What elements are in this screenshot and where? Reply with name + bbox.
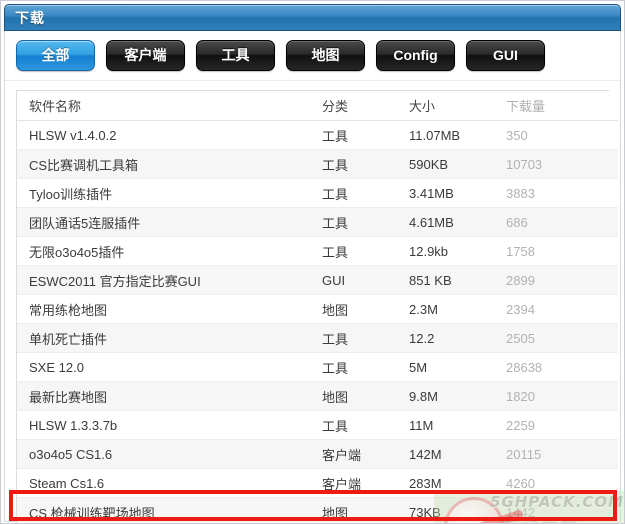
- cell-downloads: 28638: [494, 352, 618, 382]
- cell-size: 3.41MB: [397, 178, 494, 208]
- cell-category: 工具: [310, 352, 397, 382]
- cell-downloads: 4260: [494, 468, 618, 498]
- cell-software-name: o3o4o5 CS1.6: [17, 439, 310, 469]
- cell-downloads: 10703: [494, 149, 618, 179]
- cell-category: 工具: [310, 207, 397, 237]
- table-row[interactable]: 单机死亡插件 工具 12.2 2505: [17, 323, 618, 353]
- cell-category: 地图: [310, 497, 397, 523]
- cell-category: 工具: [310, 149, 397, 179]
- cell-downloads: 686: [494, 207, 618, 237]
- cell-downloads: 2505: [494, 323, 618, 353]
- cell-software-name: Tyloo训练插件: [17, 178, 310, 208]
- cell-software-name: 单机死亡插件: [17, 323, 310, 353]
- cell-category: 工具: [310, 178, 397, 208]
- table-row[interactable]: 常用练枪地图 地图 2.3M 2394: [17, 294, 618, 324]
- cell-size: 73KB: [397, 497, 494, 523]
- cell-software-name: 常用练枪地图: [17, 294, 310, 324]
- table-row[interactable]: ESWC2011 官方指定比赛GUI GUI 851 KB 2899: [17, 265, 618, 295]
- cell-software-name: Steam Cs1.6: [17, 468, 310, 498]
- cell-category: GUI: [310, 265, 397, 295]
- category-filter-bar: 全部 客户端 工具 地图 Config GUI: [5, 31, 620, 81]
- table-row[interactable]: Tyloo训练插件 工具 3.41MB 3883: [17, 178, 618, 208]
- cell-category: 工具: [310, 323, 397, 353]
- cell-downloads: 2394: [494, 294, 618, 324]
- download-table-wrapper: 软件名称 分类 大小 下载量 HLSW v1.4.0.2 工具 11.07MB 350…: [16, 90, 618, 523]
- column-header-category[interactable]: 分类: [310, 91, 397, 121]
- cell-software-name: HLSW v1.4.0.2: [17, 120, 310, 150]
- column-header-name[interactable]: 软件名称: [17, 91, 310, 121]
- filter-button-client[interactable]: 客户端: [106, 40, 185, 71]
- cell-downloads: 2259: [494, 410, 618, 440]
- cell-category: 地图: [310, 381, 397, 411]
- cell-size: 12.9kb: [397, 236, 494, 266]
- cell-size: 5M: [397, 352, 494, 382]
- cell-downloads: 2899: [494, 265, 618, 295]
- cell-software-name: 团队通话5连服插件: [17, 207, 310, 237]
- table-row[interactable]: SXE 12.0 工具 5M 28638: [17, 352, 618, 382]
- cell-software-name: 最新比赛地图: [17, 381, 310, 411]
- cell-category: 客户端: [310, 439, 397, 469]
- cell-category: 工具: [310, 120, 397, 150]
- filter-button-tools[interactable]: 工具: [196, 40, 275, 71]
- cell-size: 590KB: [397, 149, 494, 179]
- filter-button-gui[interactable]: GUI: [466, 40, 545, 71]
- cell-software-name: CS比赛调机工具箱: [17, 149, 310, 179]
- cell-category: 工具: [310, 236, 397, 266]
- download-table: 软件名称 分类 大小 下载量 HLSW v1.4.0.2 工具 11.07MB 350…: [17, 91, 618, 523]
- cell-size: 11M: [397, 410, 494, 440]
- cell-size: 142M: [397, 439, 494, 469]
- cell-downloads: 1758: [494, 236, 618, 266]
- cell-downloads: 3883: [494, 178, 618, 208]
- cell-software-name: CS 枪械训练靶场地图: [17, 497, 310, 523]
- cell-size: 11.07MB: [397, 120, 494, 150]
- table-row[interactable]: HLSW v1.4.0.2 工具 11.07MB 350: [17, 120, 618, 150]
- table-head: 软件名称 分类 大小 下载量: [17, 91, 618, 121]
- filter-button-all[interactable]: 全部: [16, 40, 95, 71]
- cell-size: 4.61MB: [397, 207, 494, 237]
- cell-downloads: 1820: [494, 381, 618, 411]
- cell-software-name: 无限o3o4o5插件: [17, 236, 310, 266]
- cell-size: 283M: [397, 468, 494, 498]
- window-title: 下载: [15, 9, 45, 26]
- column-header-downloads[interactable]: 下载量: [494, 91, 618, 121]
- table-row[interactable]: 最新比赛地图 地图 9.8M 1820: [17, 381, 618, 411]
- cell-category: 工具: [310, 410, 397, 440]
- table-row[interactable]: 无限o3o4o5插件 工具 12.9kb 1758: [17, 236, 618, 266]
- table-header-row: 软件名称 分类 大小 下载量: [17, 91, 618, 121]
- cell-downloads: 1442: [494, 497, 618, 523]
- table-row[interactable]: 团队通话5连服插件 工具 4.61MB 686: [17, 207, 618, 237]
- cell-software-name: HLSW 1.3.3.7b: [17, 410, 310, 440]
- table-row[interactable]: Steam Cs1.6 客户端 283M 4260: [17, 468, 618, 498]
- cell-category: 地图: [310, 294, 397, 324]
- window-titlebar: 下载: [4, 4, 621, 31]
- table-body: HLSW v1.4.0.2 工具 11.07MB 350 CS比赛调机工具箱 工具 590K…: [17, 120, 618, 523]
- filter-button-config[interactable]: Config: [376, 40, 455, 71]
- window-content: 全部 客户端 工具 地图 Config GUI 软件名称 分类 大小 下载量: [4, 31, 624, 523]
- cell-size: 2.3M: [397, 294, 494, 324]
- table-row[interactable]: CS比赛调机工具箱 工具 590KB 10703: [17, 149, 618, 179]
- cell-category: 客户端: [310, 468, 397, 498]
- cell-size: 851 KB: [397, 265, 494, 295]
- cell-software-name: SXE 12.0: [17, 352, 310, 382]
- cell-downloads: 20115: [494, 439, 618, 469]
- filter-button-maps[interactable]: 地图: [286, 40, 365, 71]
- cell-size: 9.8M: [397, 381, 494, 411]
- cell-downloads: 350: [494, 120, 618, 150]
- table-row[interactable]: HLSW 1.3.3.7b 工具 11M 2259: [17, 410, 618, 440]
- cell-size: 12.2: [397, 323, 494, 353]
- cell-software-name: ESWC2011 官方指定比赛GUI: [17, 265, 310, 295]
- table-row[interactable]: CS 枪械训练靶场地图 地图 73KB 1442: [17, 497, 618, 523]
- table-row[interactable]: o3o4o5 CS1.6 客户端 142M 20115: [17, 439, 618, 469]
- column-header-size[interactable]: 大小: [397, 91, 494, 121]
